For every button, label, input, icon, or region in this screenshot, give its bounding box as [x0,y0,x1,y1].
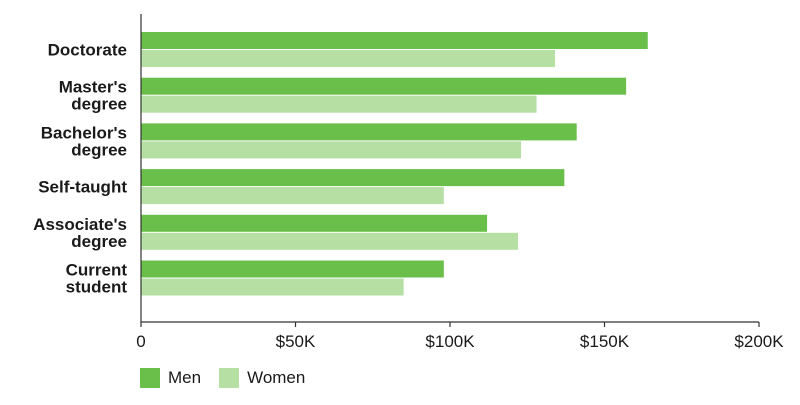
bar-women-current-student [141,278,404,296]
category-label-doctorate: Doctorate [48,41,127,60]
legend-swatch-women [219,368,240,388]
x-tick-label: 0 [136,332,145,351]
legend-swatch-men [140,368,160,388]
x-tick-label: $50K [276,332,316,351]
bar-men-doctorate [141,32,648,49]
bar-women-doctorate [141,50,556,67]
bar-men-associate-s-degree [141,214,488,232]
bar-women-master-s-degree [141,95,537,113]
legend-item-men: Men [140,368,201,388]
category-label-master-s-degree: Master's degree [59,78,127,114]
bar-women-self-taught [141,187,444,205]
x-tick-label: $100K [425,332,475,351]
category-label-current-student: Current student [66,261,128,297]
bar-men-master-s-degree [141,77,627,95]
bar-men-self-taught [141,169,565,187]
legend-label-women: Women [247,368,306,387]
x-tick-label: $200K [734,332,784,351]
category-label-bachelor-s-degree: Bachelor's degree [41,123,127,159]
legend-label-men: Men [168,368,202,387]
bar-women-bachelor-s-degree [141,141,522,159]
bar-men-current-student [141,260,444,278]
bars-group [141,32,648,296]
legend-item-women: Women [219,368,305,388]
bar-women-associate-s-degree [141,232,518,250]
x-tick-label: $150K [580,332,630,351]
bar-men-bachelor-s-degree [141,123,577,141]
category-labels: Doctorate Master's degree Bachelor's degree S… [33,41,127,297]
legend: Men Women [140,368,305,388]
category-label-self-taught: Self-taught [38,178,127,197]
category-label-associate-s-degree: Associate's degree [33,215,127,251]
x-axis-ticks: 0 $50K $100K $150K $200K [136,322,784,351]
